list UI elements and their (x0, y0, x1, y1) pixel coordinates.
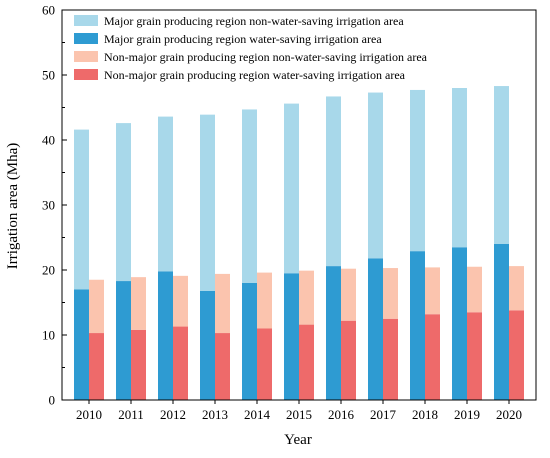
bar-2011-group0-segment0 (116, 281, 131, 400)
x-tick-label-2012: 2012 (160, 407, 186, 422)
bar-2018-group1-segment1 (425, 267, 440, 315)
bars-layer (74, 86, 524, 400)
bar-2017-group0-segment0 (368, 258, 383, 400)
bar-2013-group0-segment0 (200, 290, 215, 400)
bar-2019-group1-segment0 (467, 312, 482, 400)
bar-2019-group0-segment0 (452, 247, 467, 400)
bar-2020-group0-segment0 (494, 244, 509, 400)
x-tick-label-2016: 2016 (328, 407, 355, 422)
bar-2013-group1-segment1 (215, 273, 230, 334)
bar-2016-group1-segment1 (341, 268, 356, 321)
y-tick-label-10: 10 (42, 328, 55, 343)
bar-2010-group0-segment0 (74, 289, 89, 400)
bar-2014-group1-segment0 (257, 328, 272, 400)
bar-2013-group1-segment0 (215, 333, 230, 400)
legend-swatch-0 (74, 15, 98, 26)
bar-2017-group1-segment0 (383, 318, 398, 400)
y-tick-label-40: 40 (42, 133, 55, 148)
legend-label-3: Non-major grain producing region water-s… (104, 68, 406, 82)
bar-2015-group0-segment0 (284, 273, 299, 400)
bar-2016-group0-segment1 (326, 96, 341, 267)
bar-2012-group0-segment0 (158, 271, 173, 400)
bar-2019-group1-segment1 (467, 266, 482, 313)
legend-label-0: Major grain producing region non-water-s… (104, 14, 404, 28)
x-tick-label-2018: 2018 (412, 407, 438, 422)
x-tick-label-2014: 2014 (244, 407, 271, 422)
x-tick-label-2011: 2011 (118, 407, 144, 422)
bar-2018-group1-segment0 (425, 314, 440, 400)
bar-2017-group1-segment1 (383, 268, 398, 319)
y-tick-label-60: 60 (42, 3, 55, 18)
axes-layer: 2010 2011 2012 2013 2014 2015 2016 2017 2018 2019… (42, 3, 537, 422)
bar-2018-group0-segment1 (410, 89, 425, 252)
bar-2013-group0-segment1 (200, 114, 215, 291)
legend-swatch-1 (74, 33, 98, 44)
bar-2014-group0-segment1 (242, 109, 257, 283)
x-tick-label-2015: 2015 (286, 407, 312, 422)
y-axis-title: Irrigation area (Mha) (5, 143, 21, 270)
bar-2014-group1-segment1 (257, 272, 272, 329)
bar-2010-group1-segment1 (89, 279, 104, 334)
bar-2012-group1-segment1 (173, 275, 188, 327)
x-tick-label-2019: 2019 (454, 407, 480, 422)
bar-2016-group0-segment0 (326, 266, 341, 400)
legend: Major grain producing region non-water-s… (74, 14, 428, 82)
y-tick-label-30: 30 (42, 198, 55, 213)
bar-2015-group1-segment1 (299, 270, 314, 325)
bar-2010-group1-segment0 (89, 333, 104, 400)
bar-2014-group0-segment0 (242, 283, 257, 400)
bar-2012-group0-segment1 (158, 116, 173, 272)
x-tick-label-2013: 2013 (202, 407, 228, 422)
legend-label-1: Major grain producing region water-savin… (104, 32, 382, 46)
bar-2020-group1-segment0 (509, 310, 524, 400)
y-tick-label-50: 50 (42, 68, 55, 83)
legend-swatch-2 (74, 51, 98, 62)
bar-2015-group0-segment1 (284, 103, 299, 274)
y-tick-label-0: 0 (49, 393, 56, 408)
bar-2017-group0-segment1 (368, 92, 383, 259)
x-tick-label-2017: 2017 (370, 407, 397, 422)
bar-2019-group0-segment1 (452, 88, 467, 248)
bar-2011-group1-segment0 (131, 329, 146, 400)
bar-2012-group1-segment0 (173, 326, 188, 400)
bar-2020-group1-segment1 (509, 266, 524, 311)
legend-swatch-3 (74, 69, 98, 80)
x-axis-title: Year (284, 432, 312, 448)
x-tick-label-2020: 2020 (496, 407, 522, 422)
bar-2011-group1-segment1 (131, 277, 146, 330)
bar-2015-group1-segment0 (299, 324, 314, 400)
bar-2010-group0-segment1 (74, 129, 89, 290)
x-tick-label-2010: 2010 (76, 407, 102, 422)
bar-2016-group1-segment0 (341, 320, 356, 400)
bar-2011-group0-segment1 (116, 123, 131, 282)
y-tick-label-20: 20 (42, 263, 55, 278)
bar-2018-group0-segment0 (410, 251, 425, 400)
bar-2020-group0-segment1 (494, 86, 509, 244)
legend-label-2: Non-major grain producing region non-wat… (104, 50, 428, 64)
